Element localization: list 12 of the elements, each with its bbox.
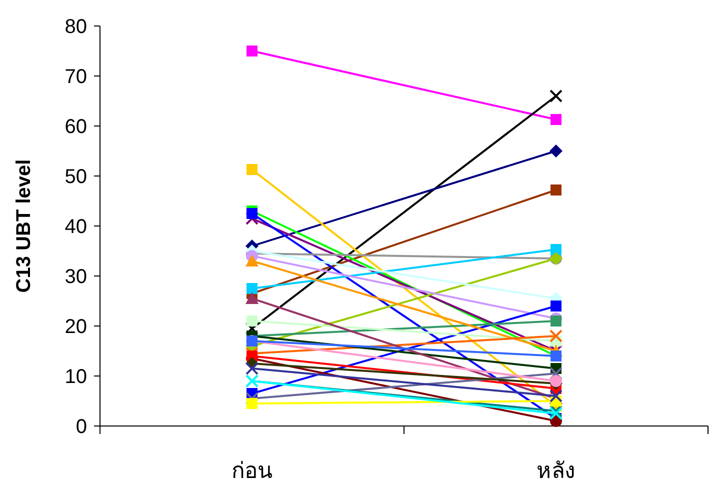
y-tick-label: 70 <box>64 66 87 88</box>
y-tick-label: 50 <box>64 166 87 188</box>
y-tick-label: 30 <box>64 266 87 288</box>
x-tick-label: ก่อน <box>232 459 272 484</box>
y-tick-label: 20 <box>64 316 87 338</box>
y-axis-title: C13 UBT level <box>13 159 35 293</box>
y-tick-label: 60 <box>64 116 87 138</box>
y-tick-label: 40 <box>64 216 87 238</box>
x-tick-label: หลัง <box>536 459 576 484</box>
y-tick-label: 0 <box>76 416 87 438</box>
y-tick-label: 80 <box>64 16 87 38</box>
y-tick-label: 10 <box>64 366 87 388</box>
